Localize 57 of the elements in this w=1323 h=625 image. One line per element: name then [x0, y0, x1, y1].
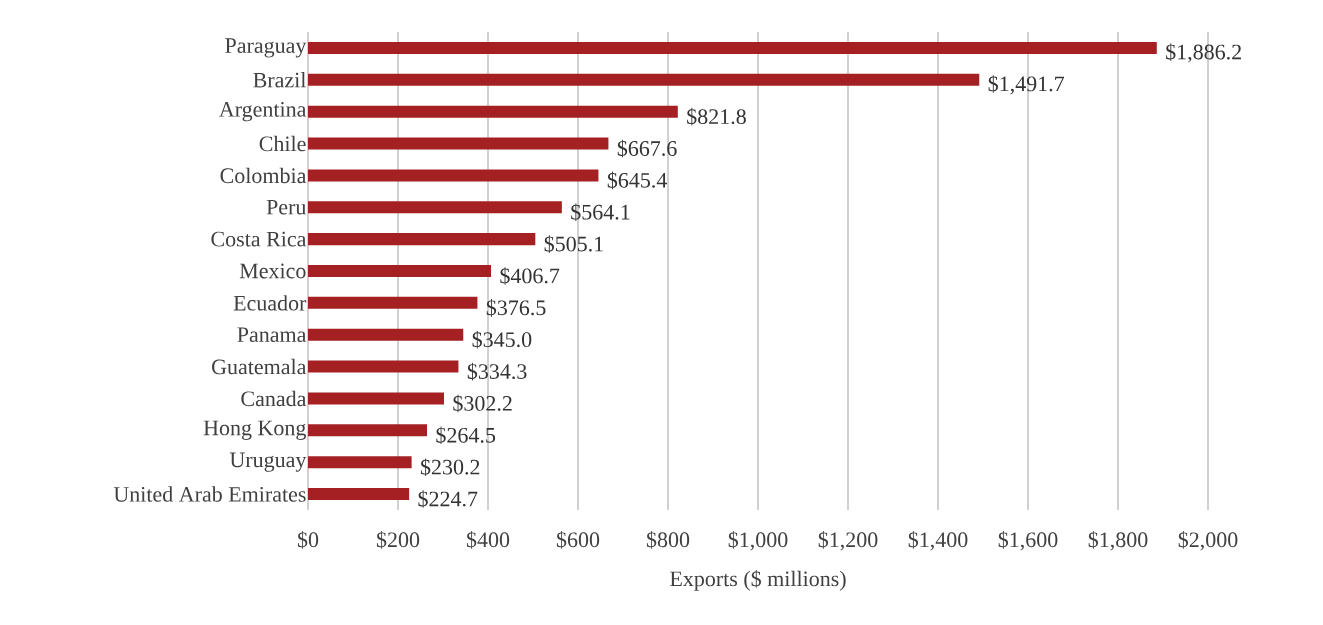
- bar: [308, 392, 444, 405]
- y-tick-label: Peru: [266, 199, 307, 215]
- y-tick-label: Hong Kong: [203, 420, 306, 440]
- x-tick-label: $400: [466, 531, 510, 549]
- data-label: $1,491.7: [988, 75, 1065, 95]
- data-label: $302.2: [453, 394, 512, 413]
- y-tick-label: Mexico: [239, 263, 306, 279]
- data-label: $376.5: [486, 299, 546, 317]
- x-tick-label: $1,800: [1088, 531, 1148, 551]
- x-tick-label: $200: [376, 531, 420, 549]
- data-label: $334.3: [467, 362, 527, 381]
- x-axis-title: Exports ($ millions): [670, 570, 846, 591]
- x-tick-label: $0: [297, 531, 319, 549]
- bar: [308, 488, 410, 501]
- bar: [308, 201, 562, 214]
- data-label: $564.1: [571, 203, 630, 222]
- y-tick-label: Guatemala: [212, 358, 307, 375]
- data-label: $224.7: [418, 490, 478, 508]
- bar: [308, 456, 412, 469]
- x-tick-label: $1,400: [908, 531, 968, 551]
- bar: [308, 328, 464, 341]
- y-tick-label: Canada: [241, 390, 307, 407]
- bar: [308, 233, 536, 246]
- bar: [308, 264, 492, 277]
- bar: [308, 296, 478, 309]
- data-label: $345.0: [472, 330, 532, 349]
- y-tick-label: Ecuador: [233, 295, 307, 311]
- y-tick-label: Chile: [259, 135, 306, 152]
- y-tick-label: Paraguay: [225, 38, 307, 58]
- x-tick-label: $1,000: [728, 531, 788, 551]
- data-label: $1,886.2: [1166, 43, 1241, 63]
- data-label: $406.7: [500, 267, 560, 285]
- x-tick-label: $800: [646, 531, 690, 549]
- data-label: $667.6: [617, 139, 677, 158]
- bar: [308, 73, 980, 86]
- y-tick-label: Costa Rica: [211, 231, 307, 247]
- y-tick-label: United Arab Emirates: [113, 486, 306, 502]
- x-tick-label: $600: [556, 531, 600, 549]
- bar: [308, 105, 678, 118]
- bar: [308, 137, 609, 150]
- x-tick-label: $2,000: [1178, 531, 1238, 551]
- y-tick-label: Argentina: [219, 102, 307, 122]
- x-tick-label: $1,200: [818, 531, 878, 551]
- y-tick-label: Colombia: [220, 167, 307, 184]
- bar: [308, 41, 1157, 54]
- data-label: $264.5: [436, 426, 496, 445]
- bar: [308, 424, 428, 437]
- x-tick-label: $1,600: [998, 531, 1058, 551]
- data-label: $230.2: [420, 458, 480, 476]
- y-tick-label: Panama: [237, 327, 307, 343]
- y-tick-label: Uruguay: [229, 452, 307, 472]
- data-label: $645.4: [607, 171, 667, 190]
- bar: [308, 169, 599, 182]
- y-tick-label: Brazil: [253, 72, 306, 88]
- bar: [308, 360, 459, 373]
- data-label: $821.8: [687, 107, 746, 126]
- data-label: $505.1: [544, 235, 603, 253]
